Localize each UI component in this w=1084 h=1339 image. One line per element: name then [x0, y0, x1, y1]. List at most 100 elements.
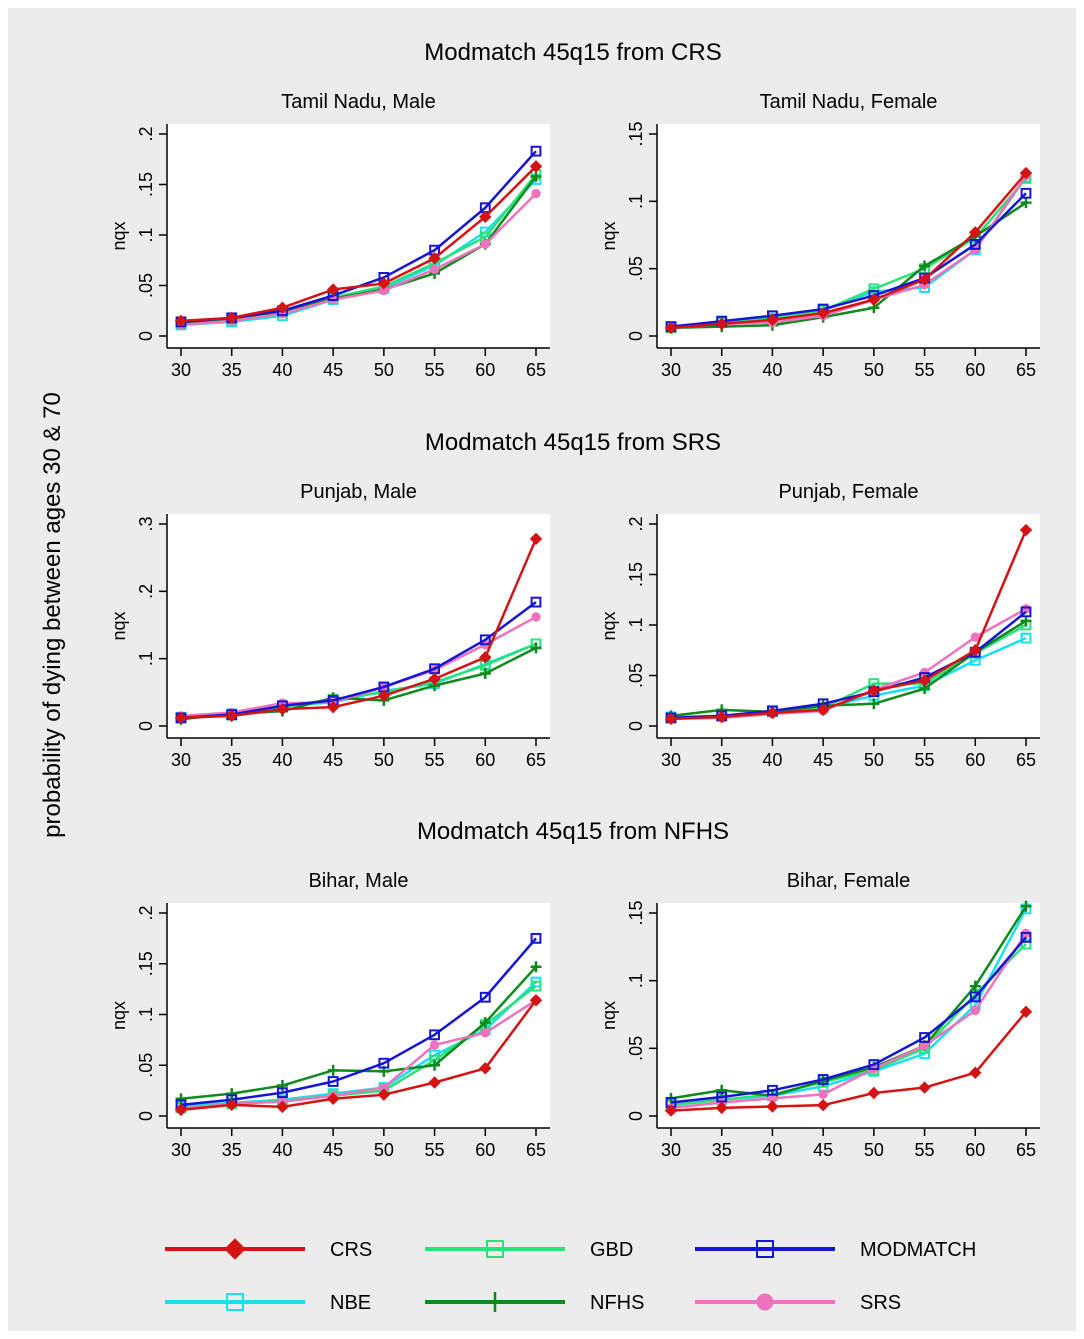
data-point	[816, 306, 830, 320]
data-point	[276, 301, 289, 314]
legend-marker	[226, 1293, 244, 1311]
x-tick-label: 50	[374, 1140, 394, 1160]
data-point	[970, 1005, 980, 1016]
data-point	[766, 313, 779, 327]
data-point	[326, 700, 340, 714]
series-line	[180, 999, 538, 1112]
y-axis-title: nqx	[109, 1001, 129, 1030]
y-tick-label: .05	[626, 663, 646, 688]
x-tick-label: 65	[1016, 750, 1036, 770]
data-point	[377, 689, 391, 702]
x-tick-label: 40	[762, 750, 782, 770]
series-crs	[664, 166, 1033, 335]
data-point	[715, 1101, 728, 1115]
plot-area	[657, 903, 1040, 1128]
data-point	[479, 667, 491, 679]
x-tick-label: 55	[915, 750, 935, 770]
y-tick-label: 0	[136, 331, 156, 341]
x-tick-label: 45	[323, 360, 343, 380]
legend-item-crs: CRS	[165, 1238, 372, 1261]
data-point	[225, 709, 238, 723]
x-tick-label: 30	[171, 750, 191, 770]
y-axis-title: nqx	[599, 1001, 619, 1030]
series-crs	[664, 523, 1033, 726]
data-point	[1020, 900, 1032, 912]
data-point	[919, 1040, 930, 1051]
data-point	[919, 1032, 930, 1043]
legend: CRS GBD MODMATCH NBE NFHS SRS	[165, 1238, 976, 1314]
series-crs	[174, 160, 543, 328]
data-point	[918, 674, 931, 687]
panel-title: Punjab, Female	[778, 481, 918, 503]
data-point	[529, 994, 543, 1007]
legend-marker	[485, 1292, 505, 1312]
data-point	[174, 314, 188, 328]
x-tick-label: 35	[712, 750, 732, 770]
data-point	[868, 1059, 880, 1070]
data-point	[479, 210, 492, 224]
data-point	[429, 1040, 440, 1050]
legend-marker	[756, 1240, 774, 1258]
global-y-axis-label: probability of dying between ages 30 & 7…	[39, 392, 66, 838]
series-line	[180, 601, 537, 720]
x-tick-label: 40	[762, 1140, 782, 1160]
data-point	[530, 145, 542, 157]
legend-marker	[756, 1293, 774, 1311]
data-point	[969, 239, 981, 250]
y-tick-label: .15	[136, 172, 156, 197]
data-point	[868, 698, 880, 710]
data-point	[531, 188, 541, 199]
series-modmatch	[175, 932, 542, 1111]
data-point	[918, 273, 931, 286]
data-point	[919, 260, 931, 272]
data-point	[867, 1086, 881, 1100]
charts-layer: Tamil Nadu, Male nqx 0 .05 .1 .15 .2 30 35 40 45 50…	[109, 91, 1040, 1160]
x-tick-label: 35	[222, 360, 242, 380]
x-tick-label: 60	[965, 750, 985, 770]
data-point	[868, 283, 880, 295]
y-tick-label: .2	[136, 584, 156, 599]
data-point	[379, 285, 389, 296]
y-tick-label: .2	[136, 126, 156, 141]
data-point	[816, 703, 830, 717]
chart-panel: Bihar, Female nqx 0 .05 .1 .15 30 35 40 45 50 55 60 6…	[599, 870, 1040, 1160]
series-line	[670, 172, 1027, 330]
x-tick-label: 35	[712, 1140, 732, 1160]
data-point	[1020, 197, 1032, 209]
data-point	[664, 321, 678, 335]
x-tick-label: 55	[425, 750, 445, 770]
series-line	[670, 192, 1027, 328]
panel-title: Bihar, Male	[308, 870, 408, 892]
y-tick-label: .05	[626, 1036, 646, 1061]
chart-panel: Bihar, Male nqx 0 .05 .1 .15 .2 30 35 40 45 50 55 60 6…	[109, 870, 550, 1160]
data-point	[531, 612, 541, 622]
legend-item-gbd: GBD	[425, 1239, 633, 1261]
x-tick-label: 45	[813, 360, 833, 380]
x-tick-label: 40	[762, 360, 782, 380]
x-tick-label: 60	[475, 1140, 495, 1160]
series-line	[670, 1010, 1027, 1112]
legend-item-nfhs: NFHS	[425, 1292, 644, 1314]
y-tick-label: .05	[626, 256, 646, 281]
data-point	[175, 1093, 187, 1105]
data-point	[530, 596, 542, 608]
data-point	[664, 712, 678, 726]
x-tick-label: 55	[915, 360, 935, 380]
x-tick-label: 30	[661, 360, 681, 380]
series-line	[670, 177, 1027, 330]
section-title-nfhs: Modmatch 45q15 from NFHS	[417, 818, 729, 845]
data-point	[767, 1084, 778, 1096]
panel-title: Tamil Nadu, Male	[281, 91, 436, 113]
data-point	[377, 277, 391, 290]
data-point	[716, 1091, 728, 1103]
data-point	[530, 932, 542, 944]
data-point	[1019, 166, 1033, 180]
data-point	[1020, 615, 1032, 627]
series-line	[180, 937, 537, 1107]
data-point	[480, 239, 490, 249]
x-tick-label: 55	[425, 360, 445, 380]
data-point	[867, 293, 881, 306]
data-point	[277, 1087, 288, 1099]
data-point	[529, 160, 543, 173]
